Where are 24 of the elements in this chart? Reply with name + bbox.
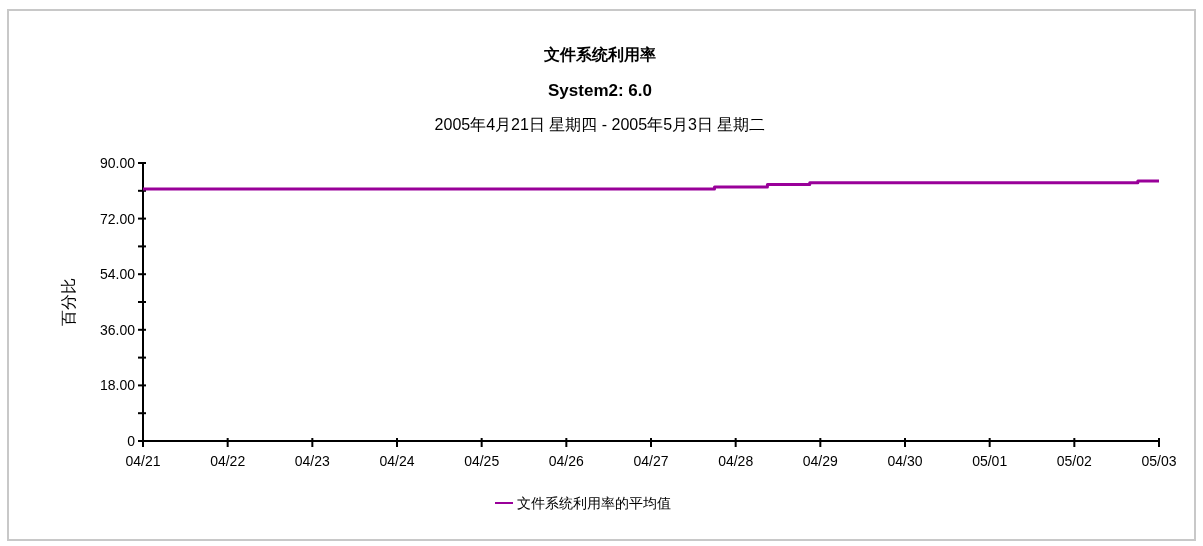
y-tick-label: 36.00 — [99, 321, 136, 338]
chart-subtitle: System2: 6.0 — [548, 81, 652, 100]
x-tick-label: 04/24 — [379, 453, 415, 469]
x-tick-label: 05/01 — [972, 453, 1008, 469]
x-tick-label: 04/27 — [633, 453, 669, 469]
chart-title: 文件系统利用率 — [543, 45, 656, 63]
x-tick-label: 05/03 — [1141, 453, 1177, 469]
x-tick-label: 04/26 — [548, 453, 585, 469]
x-tick-label: 04/28 — [718, 453, 754, 469]
y-tick-label: 0 — [127, 433, 136, 449]
x-tick-label: 05/02 — [1056, 453, 1093, 469]
x-tick-label: 04/25 — [464, 453, 500, 469]
y-tick-label: 72.00 — [99, 210, 136, 227]
y-tick-label: 18.00 — [99, 377, 136, 394]
y-axis-title: 百分比 — [60, 278, 77, 326]
legend-label: 文件系统利用率的平均值 — [517, 495, 671, 511]
x-tick-label: 04/22 — [210, 453, 246, 469]
x-tick-label: 04/30 — [887, 453, 923, 469]
text: 2005年4月21日 星期四 - 2005年5月3日 星期二 — [434, 116, 766, 133]
x-tick-label: 04/29 — [802, 453, 839, 469]
y-tick-label: 54.00 — [99, 266, 136, 283]
y-tick-label: 90.00 — [99, 155, 136, 171]
x-tick-label: 04/21 — [125, 453, 161, 469]
x-tick-label: 04/23 — [294, 453, 331, 469]
